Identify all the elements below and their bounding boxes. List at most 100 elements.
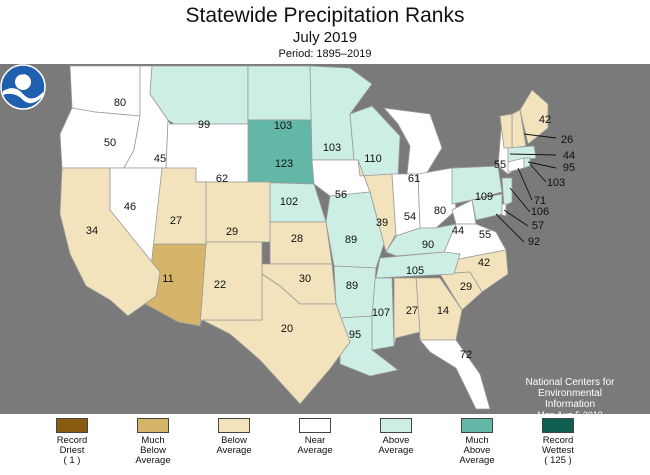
callout-line-vt bbox=[509, 153, 557, 156]
state-ri bbox=[523, 157, 531, 169]
legend-item-much-above: Much Above Average bbox=[437, 418, 517, 466]
legend-item-below: Below Average bbox=[194, 418, 274, 456]
rank-label-nj: 106 bbox=[531, 206, 549, 218]
legend: Record Driest( 1 ) Much Below Average Below Av… bbox=[0, 418, 650, 475]
rank-label-or: 50 bbox=[104, 137, 116, 149]
rank-label-il: 39 bbox=[376, 217, 388, 229]
callout-line-nj bbox=[509, 187, 531, 213]
map-svg: 80 50 45 99 103 123 103 110 61 62 102 56 39 54 80 109 55… bbox=[59, 65, 575, 410]
rank-label-ma: 95 bbox=[563, 162, 575, 174]
state-md bbox=[471, 193, 503, 221]
rank-label-ca: 34 bbox=[86, 225, 98, 237]
callout-line-ct bbox=[517, 167, 533, 201]
ncei-credit: National Centers for Environmental Infor… bbox=[515, 377, 625, 421]
state-ar bbox=[333, 265, 377, 319]
rank-label-ut: 27 bbox=[170, 215, 182, 227]
rank-label-wa: 80 bbox=[114, 97, 126, 109]
state-la bbox=[339, 315, 399, 377]
legend-item-record-wettest: Record Wettest( 125 ) bbox=[518, 418, 598, 466]
rank-label-va: 55 bbox=[479, 229, 491, 241]
rank-label-ar: 89 bbox=[346, 280, 358, 292]
legend-item-much-below: Much Below Average bbox=[113, 418, 193, 466]
rank-label-fl: 72 bbox=[460, 349, 472, 361]
rank-label-ks: 28 bbox=[291, 233, 303, 245]
rank-label-oh: 80 bbox=[434, 205, 446, 217]
rank-label-tx: 20 bbox=[281, 323, 293, 335]
callout-line-nh bbox=[523, 133, 557, 139]
rank-label-ga: 14 bbox=[437, 305, 449, 317]
noaa-logo: NOAA bbox=[0, 64, 46, 110]
rank-label-pa: 109 bbox=[475, 191, 493, 203]
rank-label-ky: 90 bbox=[422, 239, 434, 251]
rank-label-sc: 29 bbox=[460, 281, 472, 293]
state-nd bbox=[247, 65, 313, 121]
callout-lines bbox=[495, 133, 557, 243]
legend-label: Record Driest( 1 ) bbox=[56, 435, 88, 466]
rank-label-nm: 22 bbox=[214, 279, 226, 291]
rank-label-sd: 123 bbox=[275, 158, 293, 170]
rank-label-nv: 46 bbox=[124, 201, 136, 213]
rank-label-wi: 110 bbox=[364, 153, 382, 165]
state-fl bbox=[419, 339, 491, 410]
legend-label: Record Wettest( 125 ) bbox=[541, 435, 575, 466]
ncei-date: Mon Aug 5 2019 bbox=[537, 410, 603, 420]
rank-label-wv: 44 bbox=[452, 225, 464, 237]
legend-label: Below Average bbox=[216, 435, 252, 456]
legend-label: Above Average bbox=[378, 435, 414, 456]
rank-label-mi: 61 bbox=[408, 173, 420, 185]
rank-label-ok: 30 bbox=[299, 273, 311, 285]
state-nm bbox=[199, 241, 263, 327]
rank-label-ia: 56 bbox=[335, 189, 347, 201]
precipitation-map: 80 50 45 99 103 123 103 110 61 62 102 56 39 54 80 109 55… bbox=[0, 64, 650, 420]
rank-label-wy: 62 bbox=[216, 173, 228, 185]
legend-swatch bbox=[380, 418, 412, 433]
state-or bbox=[59, 107, 141, 169]
callout-line-ri bbox=[529, 163, 547, 183]
legend-swatch bbox=[299, 418, 331, 433]
rank-label-nd: 103 bbox=[274, 120, 292, 132]
rank-label-mn: 103 bbox=[323, 142, 341, 154]
callout-line-md bbox=[495, 213, 525, 243]
legend-swatch bbox=[218, 418, 250, 433]
rank-label-az: 11 bbox=[162, 273, 173, 285]
state-mt bbox=[149, 65, 249, 125]
rank-label-tn: 105 bbox=[406, 265, 424, 277]
legend-item-record-driest: Record Driest( 1 ) bbox=[32, 418, 112, 466]
rank-label-nc: 42 bbox=[478, 257, 490, 269]
legend-item-near: Near Average bbox=[275, 418, 355, 456]
rank-label-de: 57 bbox=[532, 220, 544, 232]
state-ca bbox=[59, 167, 161, 317]
legend-item-above: Above Average bbox=[356, 418, 436, 456]
ncei-line1: National Centers for bbox=[525, 377, 615, 388]
state-ct bbox=[507, 157, 525, 173]
rank-labels: 80 50 45 99 103 123 103 110 61 62 102 56 39 54 80 109 55… bbox=[86, 97, 575, 361]
legend-swatch bbox=[461, 418, 493, 433]
rank-label-ne: 102 bbox=[280, 196, 298, 208]
legend-label: Much Below Average bbox=[135, 435, 171, 466]
rank-label-ct: 71 bbox=[534, 195, 546, 207]
state-nj bbox=[501, 177, 513, 207]
ncei-line2: Environmental bbox=[538, 388, 602, 399]
state-ky bbox=[385, 223, 457, 257]
state-me bbox=[519, 89, 549, 145]
rank-label-la: 95 bbox=[349, 329, 361, 341]
rank-label-ms: 107 bbox=[372, 307, 390, 319]
noaa-logo-text: NOAA bbox=[16, 71, 31, 77]
rank-label-id: 45 bbox=[154, 153, 166, 165]
callout-line-de bbox=[503, 209, 529, 227]
rank-label-in: 54 bbox=[404, 211, 416, 223]
rank-label-md: 92 bbox=[528, 236, 540, 248]
rank-label-ny: 55 bbox=[494, 159, 506, 171]
legend-swatch bbox=[56, 418, 88, 433]
legend-label: Much Above Average bbox=[459, 435, 495, 466]
rank-label-co: 29 bbox=[226, 226, 238, 238]
rank-label-nh: 26 bbox=[561, 134, 573, 146]
rank-label-vt: 44 bbox=[563, 150, 575, 162]
map-period: Period: 1895–2019 bbox=[278, 48, 372, 60]
rank-label-me: 42 bbox=[539, 114, 551, 126]
legend-swatch bbox=[137, 418, 169, 433]
state-shapes bbox=[59, 65, 549, 410]
rank-label-mo: 89 bbox=[345, 234, 357, 246]
map-subtitle: July 2019 bbox=[292, 29, 358, 46]
state-wa bbox=[69, 65, 141, 117]
